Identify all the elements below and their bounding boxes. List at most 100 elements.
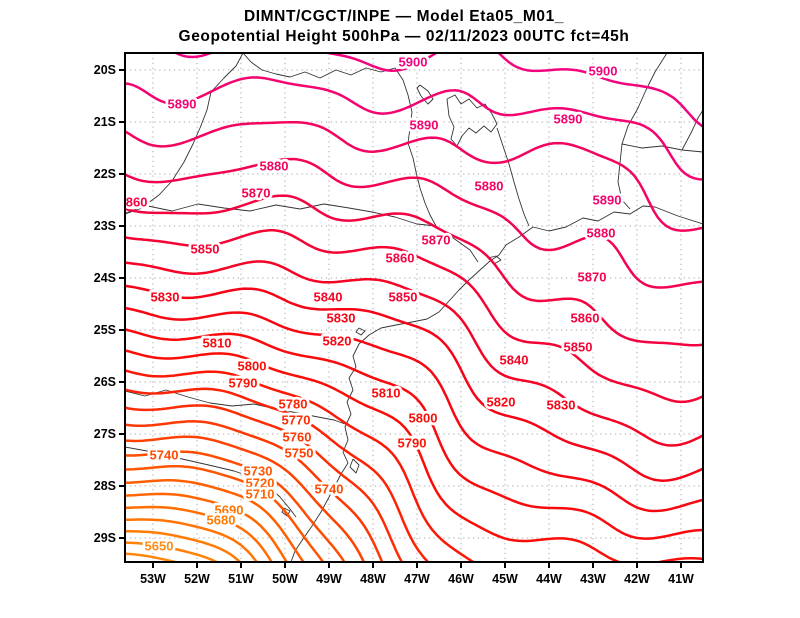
contour-line-5710	[125, 492, 288, 562]
contour-label: 5890	[554, 112, 583, 127]
contour-label: 5850	[564, 340, 593, 355]
contour-line-5780	[125, 387, 430, 562]
contour-line-5800	[125, 349, 703, 562]
contour-label: 5690	[215, 503, 244, 518]
contour-line-5790	[125, 369, 475, 562]
contour-label: 5850	[191, 242, 220, 257]
contour-label: 5900	[589, 64, 618, 79]
x-axis-label: 41W	[668, 572, 694, 586]
contour-line-5830	[125, 284, 703, 482]
x-axis-label: 53W	[140, 572, 166, 586]
y-axis-label: 28S	[94, 479, 116, 493]
x-axis-label: 46W	[448, 572, 474, 586]
island	[349, 458, 360, 474]
contour-label: 5790	[229, 376, 258, 391]
contour-line-5690	[125, 518, 258, 562]
y-axis-label: 22S	[94, 167, 116, 181]
state-border	[681, 109, 703, 151]
x-axis-label: 47W	[404, 572, 430, 586]
contour-line-5840	[125, 260, 703, 447]
contour-label: 5810	[203, 336, 232, 351]
x-axis-label: 44W	[536, 572, 562, 586]
y-axis-label: 26S	[94, 375, 116, 389]
contour-label: 5880	[260, 159, 289, 174]
contour-line-5750	[125, 435, 366, 562]
x-axis-label: 51W	[228, 572, 254, 586]
y-axis-label: 29S	[94, 531, 116, 545]
y-axis-label: 23S	[94, 219, 116, 233]
contour-line-5680	[125, 530, 242, 562]
y-axis-label: 20S	[94, 63, 116, 77]
x-axis-label: 50W	[272, 572, 298, 586]
contour-label: 5770	[282, 413, 311, 428]
contour-lines-layer	[125, 53, 703, 562]
contour-line-5900	[174, 53, 703, 128]
x-axis-label: 52W	[184, 572, 210, 586]
contour-label: 5740	[315, 482, 344, 497]
contour-label: 5870	[242, 186, 271, 201]
contour-label: 5790	[398, 436, 427, 451]
y-axis-label: 25S	[94, 323, 116, 337]
contour-label: 5850	[389, 290, 418, 305]
contour-label: 5740	[150, 448, 179, 463]
state-border	[416, 84, 434, 105]
contour-label: 5800	[409, 411, 438, 426]
island	[355, 327, 366, 336]
contour-label: 5810	[372, 386, 401, 401]
state-border	[617, 53, 668, 210]
contour-label: 5840	[500, 353, 529, 368]
x-axis-label: 45W	[492, 572, 518, 586]
contour-label: 5880	[475, 179, 504, 194]
contour-label: 5890	[410, 118, 439, 133]
contour-line-5660	[125, 552, 177, 562]
contour-line-5850	[125, 229, 703, 404]
axis-ticks	[119, 69, 682, 568]
x-axis-label: 43W	[580, 572, 606, 586]
y-axis-label: 27S	[94, 427, 116, 441]
contour-label: 5800	[238, 359, 267, 374]
y-axis-label: 24S	[94, 271, 116, 285]
contour-line-5700	[125, 505, 273, 562]
map-frame	[124, 52, 704, 563]
contour-label: 5870	[578, 270, 607, 285]
contour-label: 5830	[327, 311, 356, 326]
contour-line-5810	[125, 328, 703, 540]
contour-line-5870	[125, 157, 703, 289]
title-line-1: DIMNT/CGCT/INPE — Model Eta05_M01_	[244, 8, 564, 25]
contour-line-5770	[125, 404, 404, 562]
contour-label: 5820	[323, 334, 352, 349]
contour-label: 5720	[246, 476, 275, 491]
contour-label: 5880	[587, 226, 616, 241]
contour-label: 5840	[314, 290, 343, 305]
contour-labels-layer: 5900 5900 5890 5890 5890 5890 5880 5880 5880 5870…	[119, 53, 624, 556]
state-border	[446, 94, 498, 147]
contour-label: 5830	[547, 398, 576, 413]
state-border	[125, 446, 297, 518]
contour-line-5730	[125, 464, 325, 562]
contour-label: 5860	[386, 251, 415, 266]
contour-label: 5900	[399, 55, 428, 70]
y-axis-label: 21S	[94, 115, 116, 129]
contour-label: 5730	[244, 464, 273, 479]
contour-line-5880	[125, 120, 703, 232]
contour-line-5740	[125, 450, 346, 562]
contour-label: 5650	[145, 539, 174, 554]
contour-line-5890	[125, 76, 703, 181]
geography-layer	[125, 53, 703, 562]
contour-label: 5760	[283, 430, 312, 445]
contour-line-5860	[125, 194, 703, 347]
contour-label: 5890	[593, 193, 622, 208]
contour-line-5670	[125, 541, 218, 562]
axis-labels: 53W 52W 51W 50W 49W 48W 47W 46W 45W 44W 43W 42W 41W 2…	[94, 63, 694, 586]
contour-label: 5890	[168, 97, 197, 112]
contour-label: 5750	[285, 446, 314, 461]
contour-label: 5860	[119, 195, 148, 210]
contour-line-5720	[125, 479, 305, 562]
island	[281, 507, 291, 517]
x-axis-label: 48W	[360, 572, 386, 586]
contour-label: 5870	[422, 233, 451, 248]
contour-label: 5680	[207, 513, 236, 528]
title-line-2: Geopotential Height 500hPa — 02/11/2023 …	[179, 28, 630, 45]
